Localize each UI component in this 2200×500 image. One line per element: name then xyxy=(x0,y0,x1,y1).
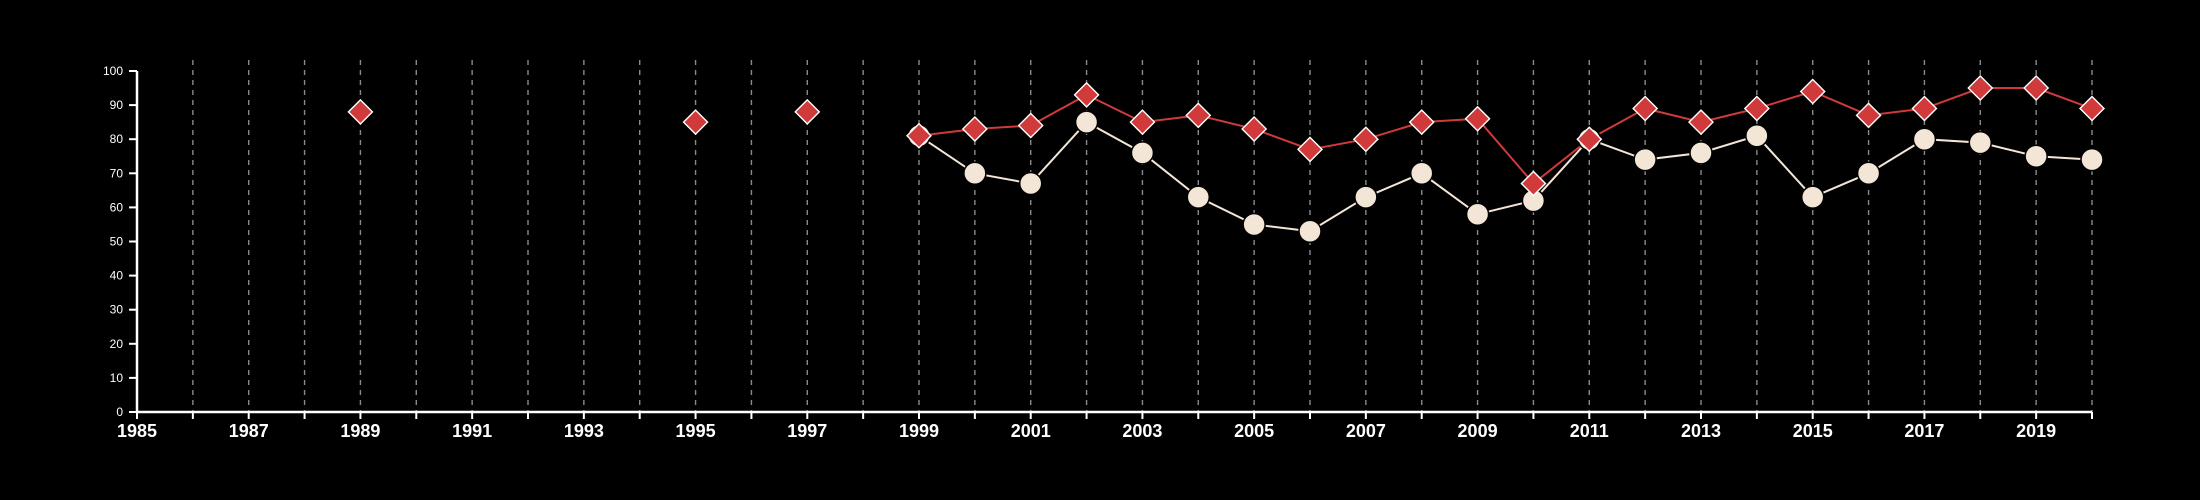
series-2-point-2002 xyxy=(1075,83,1098,106)
series-1-point-2001 xyxy=(1018,171,1043,196)
series-2-point-2016 xyxy=(1857,104,1880,127)
axes: 1985 1987 1989 1991 1993 1995 1997 1999 2001 2003… xyxy=(103,64,2093,441)
y-tick-label-30: 30 xyxy=(110,303,124,317)
x-tick-label-2003: 2003 xyxy=(1122,421,1162,441)
y-tick-label-80: 80 xyxy=(110,132,124,146)
y-tick-label-100: 100 xyxy=(103,64,123,78)
series-2-point-1989 xyxy=(349,100,372,123)
x-tick-label-1995: 1995 xyxy=(676,421,716,441)
grid-lines xyxy=(192,60,2093,412)
series-2-point-2009 xyxy=(1466,107,1489,130)
series-1-point-2007 xyxy=(1354,185,1378,209)
series-1-point-2017 xyxy=(1912,127,1937,151)
series-1-point-2005 xyxy=(1242,212,1266,237)
x-tick-label-2011: 2011 xyxy=(1570,421,1609,441)
x-tick-label-1989: 1989 xyxy=(340,421,380,441)
y-tick-label-60: 60 xyxy=(110,200,124,214)
series-2-point-2000 xyxy=(963,117,986,140)
series-2-point-2012 xyxy=(1634,97,1657,120)
y-tick-label-70: 70 xyxy=(110,166,124,180)
y-tick-label-10: 10 xyxy=(110,371,124,385)
series-lines xyxy=(918,87,2093,233)
series-1-line xyxy=(918,120,2093,233)
series-1-point-2016 xyxy=(1856,161,1881,186)
series-2-point-2006 xyxy=(1299,138,1321,161)
series-2-point-2003 xyxy=(1131,111,1154,134)
series-2-point-1997 xyxy=(796,100,819,123)
series-2-point-2011 xyxy=(1578,128,1601,151)
series-2-point-2015 xyxy=(1801,80,1824,103)
x-tick-label-2001: 2001 xyxy=(1011,421,1051,441)
series-markers xyxy=(347,75,2105,244)
x-tick-label-1997: 1997 xyxy=(787,421,827,441)
series-1-point-2020 xyxy=(2080,147,2104,172)
y-tick-label-50: 50 xyxy=(110,235,124,249)
series-2-point-2010 xyxy=(1522,172,1545,195)
series-1-point-2002 xyxy=(1074,110,1099,134)
x-tick-label-1999: 1999 xyxy=(899,421,939,441)
x-tick-label-1991: 1991 xyxy=(452,421,492,441)
series-2-point-2017 xyxy=(1913,97,1936,120)
y-tick-label-0: 0 xyxy=(116,405,123,419)
x-tick-label-2017: 2017 xyxy=(1904,421,1944,441)
series-2-point-2018 xyxy=(1969,77,1992,100)
series-2-point-2001 xyxy=(1019,114,1042,137)
x-tick-label-2005: 2005 xyxy=(1234,421,1274,441)
series-2-point-2005 xyxy=(1243,117,1266,140)
series-2-point-2004 xyxy=(1187,104,1210,127)
series-2-point-2014 xyxy=(1745,97,1768,120)
x-tick-label-2015: 2015 xyxy=(1793,421,1833,441)
series-1-point-2000 xyxy=(963,161,987,186)
x-tick-label-2019: 2019 xyxy=(2016,421,2056,441)
series-1-point-2019 xyxy=(2024,144,2048,168)
x-tick-label-1993: 1993 xyxy=(564,421,604,441)
series-1-point-2014 xyxy=(1745,124,1769,148)
series-1-point-2009 xyxy=(1465,202,1490,226)
series-2-point-1995 xyxy=(684,111,707,134)
series-1-point-2006 xyxy=(1298,219,1322,244)
series-2-point-2007 xyxy=(1354,128,1377,151)
x-tick-label-1987: 1987 xyxy=(229,421,269,441)
series-1-point-2003 xyxy=(1130,141,1155,165)
series-1-point-2018 xyxy=(1968,130,1993,155)
series-2-point-2008 xyxy=(1410,111,1433,134)
series-1-point-2015 xyxy=(1800,185,1825,209)
series-1-point-2012 xyxy=(1633,147,1657,172)
series-2-point-2020 xyxy=(2081,97,2103,120)
series-2-line xyxy=(918,87,2093,185)
series-2-point-2013 xyxy=(1690,111,1712,134)
x-tick-label-2007: 2007 xyxy=(1346,421,1386,441)
series-2-point-2019 xyxy=(2025,77,2048,100)
x-tick-label-1985: 1985 xyxy=(117,421,157,441)
series-1-point-2008 xyxy=(1409,161,1434,186)
series-1-point-2013 xyxy=(1689,141,1713,165)
y-tick-label-20: 20 xyxy=(110,337,124,351)
y-tick-label-90: 90 xyxy=(110,98,124,112)
series-1-point-2004 xyxy=(1186,185,1211,209)
x-tick-label-2013: 2013 xyxy=(1681,421,1721,441)
y-tick-label-40: 40 xyxy=(110,269,124,283)
x-tick-label-2009: 2009 xyxy=(1458,421,1498,441)
series-2-point-1999 xyxy=(908,124,930,147)
